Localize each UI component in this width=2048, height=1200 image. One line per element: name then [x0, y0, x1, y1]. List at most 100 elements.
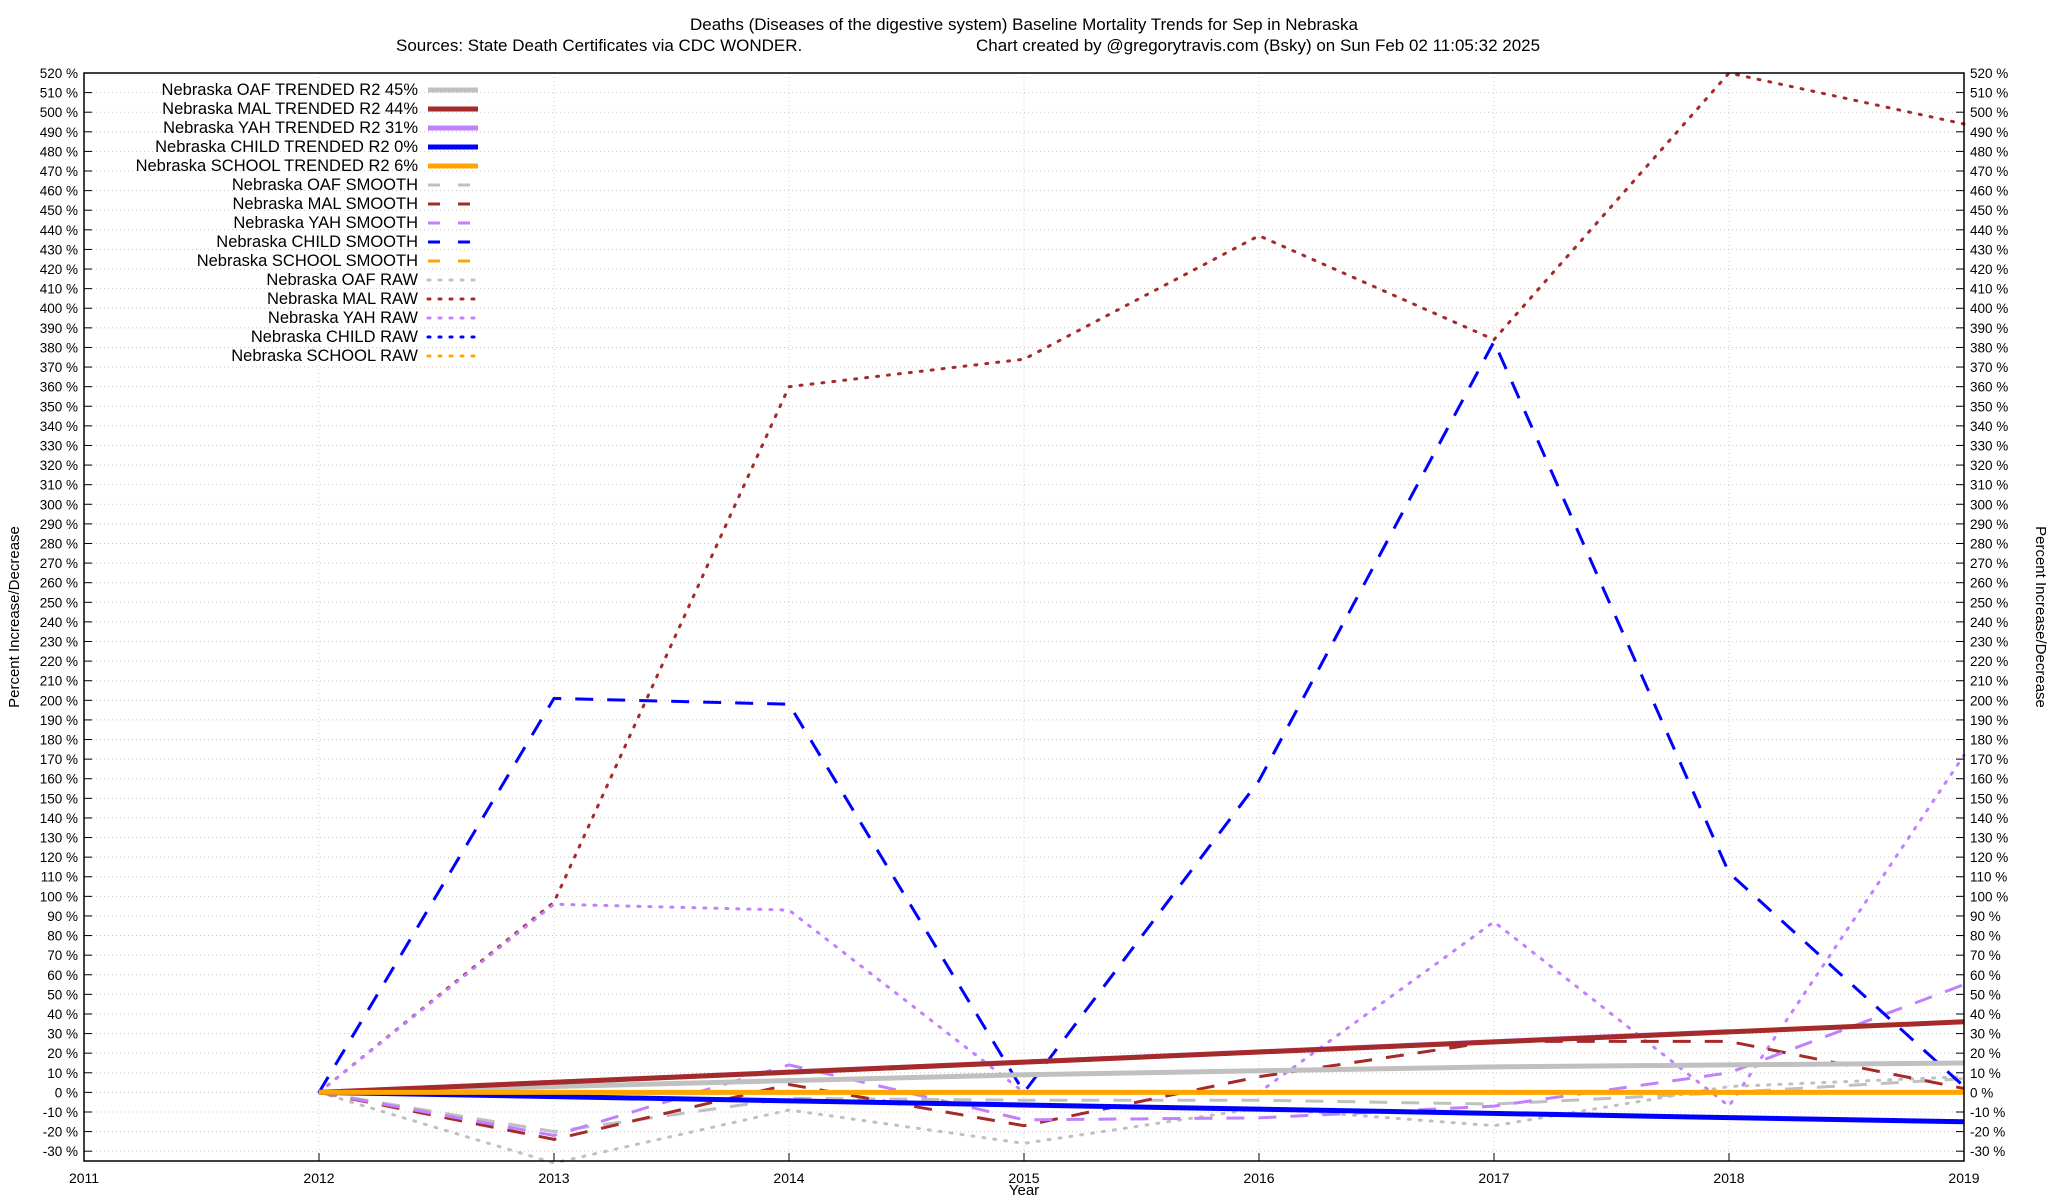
y-tick-label: 100 %	[40, 889, 78, 904]
y-tick-label: 0 %	[55, 1085, 78, 1100]
y-tick-label: 350 %	[40, 399, 78, 414]
y-tick-label: 400 %	[1970, 301, 2008, 316]
y-tick-label: 360 %	[40, 380, 78, 395]
y-tick-label: 60 %	[1970, 968, 2001, 983]
y-tick-label: 480 %	[1970, 144, 2008, 159]
series-line-12	[317, 753, 1966, 1108]
legend-label: Nebraska SCHOOL SMOOTH	[197, 252, 418, 270]
chart-subtitle-left: Sources: State Death Certificates via CD…	[396, 36, 802, 55]
y-tick-label: 220 %	[1970, 654, 2008, 669]
y-tick-label: 490 %	[40, 125, 78, 140]
y-tick-label: 380 %	[40, 340, 78, 355]
y-tick-label: 500 %	[40, 105, 78, 120]
y-tick-label: 220 %	[40, 654, 78, 669]
y-tick-label: 520 %	[1970, 66, 2008, 81]
y-tick-label: 150 %	[1970, 791, 2008, 806]
chart-subtitle-right: Chart created by @gregorytravis.com (Bsk…	[976, 36, 1540, 55]
y-tick-label: 140 %	[1970, 811, 2008, 826]
y-axis-label-right: Percent Increase/Decrease	[2032, 526, 2048, 708]
x-axis-label: Year	[1009, 1182, 1039, 1199]
y-tick-label: 150 %	[40, 791, 78, 806]
y-tick-label: 20 %	[1970, 1046, 2001, 1061]
y-tick-label: 230 %	[1970, 635, 2008, 650]
x-tick-label: 2018	[1713, 1170, 1744, 1186]
y-tick-label: 130 %	[1970, 831, 2008, 846]
y-tick-label: -10 %	[43, 1105, 78, 1120]
y-tick-label: 130 %	[40, 831, 78, 846]
x-tick-label: 2011	[69, 1170, 99, 1186]
series-line-10	[317, 1075, 1966, 1165]
y-tick-label: 370 %	[40, 360, 78, 375]
y-tick-label: 110 %	[1970, 870, 2007, 885]
legend-label: Nebraska CHILD SMOOTH	[216, 233, 418, 251]
series-line-1	[318, 1019, 1965, 1095]
y-tick-label: 500 %	[1970, 105, 2008, 120]
y-tick-label: 40 %	[47, 1007, 78, 1022]
y-tick-label: 340 %	[1970, 419, 2008, 434]
y-tick-label: 400 %	[40, 301, 78, 316]
y-tick-label: 120 %	[40, 850, 78, 865]
legend-label: Nebraska CHILD RAW	[251, 328, 419, 346]
x-tick-label: 2017	[1478, 1170, 1509, 1186]
plot-border	[83, 72, 1965, 1162]
y-tick-label: 460 %	[1970, 184, 2008, 199]
y-tick-label: -20 %	[1970, 1125, 2005, 1140]
y-tick-label: 240 %	[40, 615, 78, 630]
y-tick-label: 60 %	[47, 968, 78, 983]
y-tick-label: 120 %	[1970, 850, 2008, 865]
y-axis-left: -30 % -20 % -10 % 0 % 10 % 20 % 30 % 40 % 50 % 60…	[40, 66, 92, 1159]
y-tick-label: 380 %	[1970, 340, 2008, 355]
series-line-6	[318, 1039, 1965, 1141]
y-tick-label: 210 %	[40, 674, 78, 689]
y-tick-label: -20 %	[43, 1125, 78, 1140]
y-tick-label: 310 %	[40, 478, 78, 493]
y-tick-label: 80 %	[1970, 929, 2001, 944]
y-tick-label: 470 %	[40, 164, 78, 179]
y-tick-label: 90 %	[47, 909, 78, 924]
y-tick-label: 410 %	[40, 282, 78, 297]
y-axis-right: -30 % -20 % -10 % 0 % 10 % 20 % 30 % 40 % 50 % 60…	[1956, 66, 2008, 1159]
y-tick-label: 170 %	[1970, 752, 2008, 767]
y-tick-label: 40 %	[1970, 1007, 2001, 1022]
y-tick-label: 280 %	[40, 536, 78, 551]
y-tick-label: 430 %	[40, 242, 78, 257]
y-tick-label: 170 %	[40, 752, 78, 767]
y-tick-label: 510 %	[1970, 86, 2008, 101]
y-tick-label: 320 %	[1970, 458, 2008, 473]
y-axis-label-left: Percent Increase/Decrease	[6, 526, 23, 708]
y-tick-label: -30 %	[1970, 1144, 2005, 1159]
y-tick-label: 50 %	[47, 987, 78, 1002]
y-tick-label: -30 %	[43, 1144, 78, 1159]
y-tick-label: 440 %	[40, 223, 78, 238]
y-tick-label: 160 %	[1970, 772, 2008, 787]
x-tick-label: 2012	[303, 1170, 334, 1186]
y-tick-label: 520 %	[40, 66, 78, 81]
x-tick-label: 2019	[1948, 1170, 1979, 1186]
y-tick-label: 470 %	[1970, 164, 2008, 179]
y-tick-label: 330 %	[40, 438, 78, 453]
y-tick-label: 300 %	[40, 497, 78, 512]
y-tick-label: 420 %	[1970, 262, 2008, 277]
y-tick-label: 360 %	[1970, 380, 2008, 395]
y-tick-label: 100 %	[1970, 889, 2008, 904]
y-tick-label: 180 %	[1970, 733, 2008, 748]
series-line-11	[317, 71, 1966, 1094]
chart-title: Deaths (Diseases of the digestive system…	[690, 15, 1359, 34]
legend-label: Nebraska OAF TRENDED R2 45%	[162, 81, 419, 99]
y-tick-label: 310 %	[1970, 478, 2008, 493]
y-tick-label: 140 %	[40, 811, 78, 826]
y-tick-label: 160 %	[40, 772, 78, 787]
y-tick-label: 230 %	[40, 635, 78, 650]
y-tick-label: 370 %	[1970, 360, 2008, 375]
series-line-7	[318, 983, 1965, 1137]
y-tick-label: 290 %	[1970, 517, 2008, 532]
y-tick-label: 10 %	[47, 1066, 78, 1081]
y-tick-label: 200 %	[1970, 693, 2008, 708]
legend-label: Nebraska YAH SMOOTH	[233, 214, 418, 232]
y-tick-label: 440 %	[1970, 223, 2008, 238]
y-tick-label: 280 %	[1970, 536, 2008, 551]
y-tick-label: -10 %	[1970, 1105, 2005, 1120]
legend-label: Nebraska MAL RAW	[267, 290, 418, 308]
y-tick-label: 490 %	[1970, 125, 2008, 140]
legend-label: Nebraska SCHOOL TRENDED R2 6%	[136, 157, 419, 175]
